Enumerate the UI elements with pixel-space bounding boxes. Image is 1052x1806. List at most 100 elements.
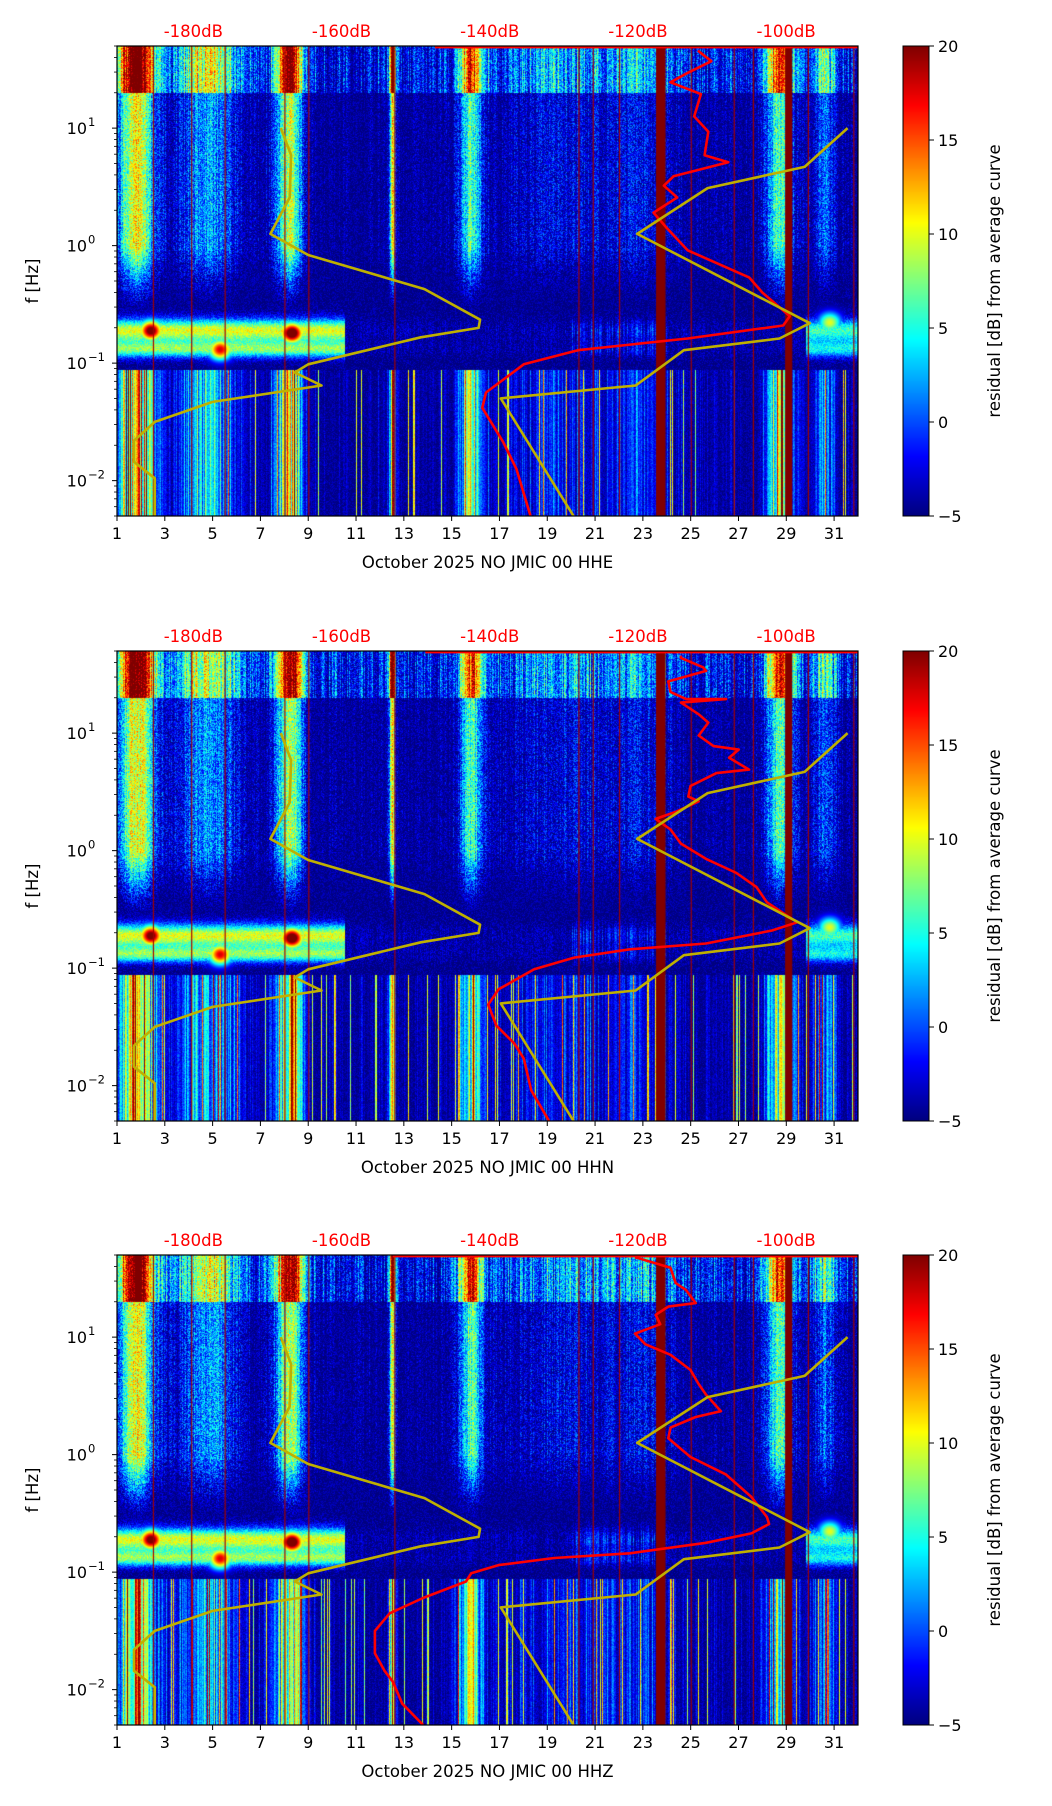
x-tick-label: 29 [776,524,796,543]
colorbar-label: residual [dB] from average curve [985,749,1004,1022]
x-tick-label: 1 [112,1129,122,1148]
y-tick-label: 10 [67,842,87,861]
colorbar-tick-label: 0 [938,413,948,432]
x-tick-label: 7 [255,1733,265,1752]
x-tick-label: 9 [303,524,313,543]
y-axis-label: f [Hz] [23,1468,42,1513]
x-tick-label: 9 [303,1129,313,1148]
colorbar-frame [902,1254,930,1726]
colorbar-frame [902,45,930,517]
y-axis-label: f [Hz] [23,259,42,304]
x-tick-label: 19 [537,1733,557,1752]
y-tick-exponent: −2 [88,1073,105,1087]
y-tick-exponent: −1 [88,955,105,969]
x-tick-label: 11 [346,1733,366,1752]
x-axis-label: October 2025 NO JMIC 00 HHE [362,553,613,572]
y-tick-label: 10 [67,1328,87,1347]
x-tick-label: 1 [112,1733,122,1752]
y-tick-exponent: −2 [88,1677,105,1691]
x-tick-label: 27 [728,1129,748,1148]
top-db-label: -180dB [164,22,223,41]
colorbar-tick-label: −5 [938,1716,962,1735]
top-db-label: -120dB [608,627,667,646]
colorbar-tick-label: 15 [938,131,958,150]
x-tick-label: 1 [112,524,122,543]
top-db-label: -160dB [312,22,371,41]
spectrogram-heatmap-hhe [117,46,858,516]
plot-frame [116,45,859,517]
y-tick-exponent: 1 [88,115,95,129]
series-group [132,1255,858,1725]
plot-frame [116,1254,859,1726]
top-db-label: -100dB [756,22,815,41]
x-tick-label: 25 [680,1129,700,1148]
series-group [132,46,858,516]
x-tick-label: 21 [585,524,605,543]
colorbar-tick-label: 15 [938,1340,958,1359]
series-group [132,651,858,1121]
colorbar-tick-label: 10 [938,830,958,849]
series-line-nhnm [499,127,849,516]
x-tick-label: 31 [824,524,844,543]
y-tick-label: 10 [67,472,87,491]
series-line-nhnm [499,732,849,1121]
y-axis-label: f [Hz] [23,864,42,909]
top-db-label: -160dB [312,1231,371,1250]
colorbar-gradient-hhn [903,651,929,1121]
x-tick-label: 29 [776,1733,796,1752]
series-line-average-psd [373,1255,771,1725]
top-db-label: -120dB [608,1231,667,1250]
colorbar-tick-label: 10 [938,225,958,244]
x-tick-label: 3 [160,1129,170,1148]
top-db-label: -120dB [608,22,667,41]
x-tick-label: 23 [633,524,653,543]
x-tick-label: 31 [824,1733,844,1752]
y-tick-exponent: −1 [88,350,105,364]
x-tick-label: 27 [728,1733,748,1752]
x-tick-label: 31 [824,1129,844,1148]
colorbar-tick-label: −5 [938,1112,962,1131]
x-tick-label: 17 [489,1733,509,1752]
x-tick-label: 27 [728,524,748,543]
top-db-label: -160dB [312,627,371,646]
x-tick-label: 23 [633,1733,653,1752]
x-tick-label: 5 [208,1129,218,1148]
y-tick-label: 10 [67,724,87,743]
top-db-label: -140dB [460,22,519,41]
x-tick-label: 11 [346,524,366,543]
y-tick-label: 10 [67,1681,87,1700]
colorbar-tick-label: 20 [938,37,958,56]
y-tick-label: 10 [67,1563,87,1582]
top-db-label: -140dB [460,1231,519,1250]
series-line-nhnm [499,1336,849,1725]
x-axis-label: October 2025 NO JMIC 00 HHN [361,1158,614,1177]
x-tick-label: 9 [303,1733,313,1752]
spectrogram-heatmap-hhz [117,1255,858,1725]
colorbar-frame [902,650,930,1122]
series-line-average-psd [480,49,792,516]
colorbar-tick-label: 20 [938,1246,958,1265]
colorbar-gradient-hhz [903,1255,929,1725]
colorbar-tick-label: 0 [938,1018,948,1037]
top-db-label: -100dB [756,1231,815,1250]
colorbar-label: residual [dB] from average curve [985,144,1004,417]
x-tick-label: 21 [585,1733,605,1752]
top-db-label: -100dB [756,627,815,646]
y-tick-label: 10 [67,237,87,256]
colorbar-tick-label: 10 [938,1434,958,1453]
plot-frame [116,650,859,1122]
y-tick-exponent: −2 [88,468,105,482]
x-tick-label: 29 [776,1129,796,1148]
x-tick-label: 15 [441,1129,461,1148]
x-tick-label: 15 [441,1733,461,1752]
y-tick-exponent: 1 [88,720,95,734]
x-tick-label: 21 [585,1129,605,1148]
x-tick-label: 13 [394,1733,414,1752]
x-tick-label: 25 [680,524,700,543]
colorbar-tick-label: 5 [938,924,948,943]
x-tick-label: 25 [680,1733,700,1752]
x-tick-label: 19 [537,1129,557,1148]
y-tick-exponent: −1 [88,1559,105,1573]
